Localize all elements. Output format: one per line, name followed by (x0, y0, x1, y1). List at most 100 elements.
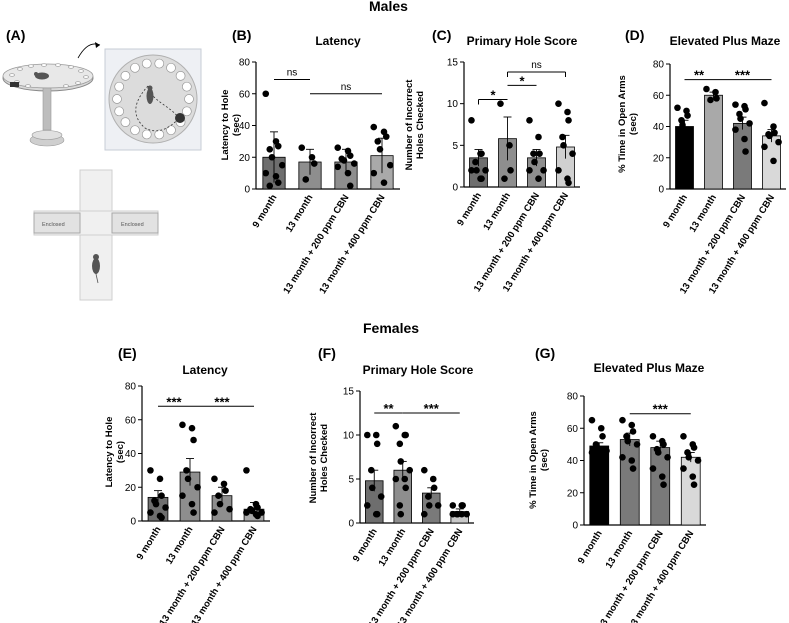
data-point (473, 167, 480, 174)
y-tick-label: 80 (125, 382, 137, 393)
data-point (262, 90, 270, 98)
x-tick-label: 13 month + 200 ppm CBN (157, 525, 227, 623)
plus-maze-icon: Enclosed Enclosed (33, 169, 159, 301)
data-point (685, 453, 693, 461)
data-point (599, 433, 606, 440)
data-point (560, 142, 567, 149)
y-axis-label-line: Number of Incorrect (308, 412, 319, 504)
data-point (501, 175, 508, 182)
data-point (346, 152, 354, 159)
y-axis-label-line: Latency to Hole (104, 417, 115, 488)
significance-label: *** (735, 68, 751, 83)
maze-hole (166, 62, 176, 73)
data-point (463, 510, 470, 518)
x-tick-label: 13 month + 200 ppm CBN (596, 529, 666, 623)
chart-b: (B) Latency Latency to Hole(sec) 0 20 40 60 80 9… (220, 27, 400, 296)
data-point (430, 484, 438, 492)
data-point (506, 142, 513, 149)
data-point (741, 135, 748, 143)
y-axis-label: Number of IncorrectHoles Checked (404, 79, 426, 171)
data-point (482, 167, 489, 174)
data-point (243, 467, 250, 474)
data-point (458, 510, 466, 518)
data-point (266, 146, 274, 153)
data-point (674, 104, 681, 112)
x-tick-label: 9 month (576, 529, 605, 566)
data-point (406, 466, 413, 474)
data-point (392, 475, 400, 483)
data-point (434, 502, 442, 509)
data-point (162, 504, 169, 511)
enclosed-label-right: Enclosed (121, 222, 144, 228)
chart-d: (D) Elevated Plus Maze % Time in Open Arms… (617, 27, 786, 296)
data-point (761, 99, 768, 107)
y-tick-label: 40 (653, 122, 665, 133)
x-tick-label: 13 month (604, 529, 636, 571)
data-point (421, 466, 428, 474)
data-point (368, 466, 375, 474)
data-point (690, 481, 698, 488)
data-point (421, 510, 428, 518)
data-point (737, 115, 744, 122)
data-point (374, 138, 382, 145)
panel-label: (F) (318, 345, 336, 361)
data-point (211, 475, 218, 483)
data-point (732, 101, 739, 108)
data-point (334, 144, 342, 152)
y-tick-label: 20 (125, 483, 137, 494)
data-point (680, 465, 687, 472)
data-point (372, 431, 380, 439)
data-point (308, 153, 316, 161)
data-point (211, 509, 218, 516)
maze-hole (154, 129, 165, 140)
data-point (266, 182, 274, 190)
y-tick-label: 0 (130, 517, 136, 528)
data-point (156, 475, 164, 483)
maze-hole (175, 71, 186, 81)
data-point (654, 449, 662, 456)
data-point (703, 85, 710, 93)
y-tick-label: 60 (125, 415, 137, 426)
data-point (555, 167, 562, 174)
y-axis-label-line: (sec) (539, 449, 550, 471)
y-axis-label-line: Number of Incorrect (404, 79, 415, 171)
data-point (624, 437, 632, 445)
data-point (649, 465, 657, 472)
data-point (766, 132, 773, 140)
data-point (194, 483, 201, 491)
maze-hole (112, 94, 122, 104)
y-tick-label: 0 (348, 519, 354, 530)
data-point (188, 500, 196, 508)
data-point (370, 123, 378, 131)
data-point (478, 150, 485, 157)
panel-label: (C) (432, 27, 451, 43)
data-point (535, 175, 542, 182)
section-title-males: Males (369, 0, 408, 14)
data-point (732, 126, 739, 133)
data-point (158, 514, 165, 521)
data-point (771, 129, 778, 137)
data-point (664, 453, 671, 461)
maze-hole (130, 125, 140, 136)
y-axis-label-line: % Time in Open Arms (528, 411, 539, 509)
data-point (396, 440, 404, 448)
significance-label: * (519, 73, 525, 88)
x-tick-label: 9 month (661, 193, 690, 230)
y-tick-label: 0 (452, 183, 458, 194)
data-point (459, 502, 466, 509)
data-point (368, 484, 376, 492)
maze-hole (184, 94, 194, 104)
y-axis-label: Latency to Hole(sec) (104, 417, 126, 488)
chart-title: Latency (315, 34, 361, 48)
data-point (184, 475, 192, 483)
data-point (694, 457, 702, 464)
bar (619, 439, 640, 526)
data-point (629, 428, 637, 435)
section-title-females: Females (363, 320, 420, 336)
maze-hole (166, 125, 176, 136)
data-point (350, 160, 358, 167)
data-point (526, 117, 533, 124)
data-point (707, 96, 714, 104)
y-tick-label: 0 (572, 521, 578, 532)
